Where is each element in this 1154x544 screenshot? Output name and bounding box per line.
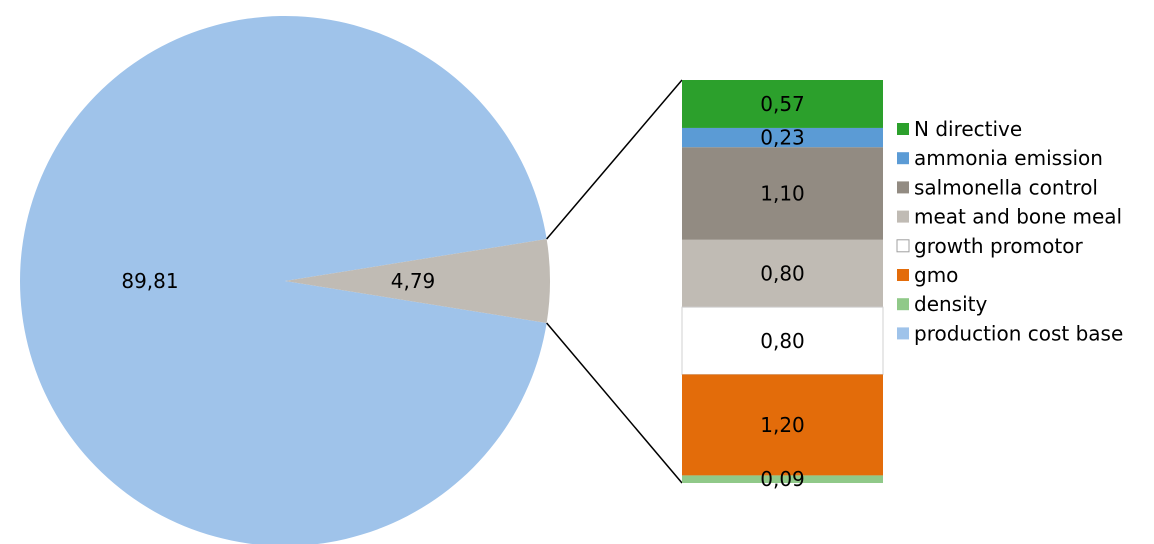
bar-label-growth-promotor: 0,80 [760,329,805,353]
bar-segment-meat-and-bone-meal [682,239,883,308]
legend-swatch-meat-and-bone-meal [897,210,909,223]
legend-label-salmonella-control: salmonella control [914,175,1098,199]
bar-label-meat-and-bone-meal: 0,80 [760,262,805,286]
bar-segment-ammonia-emission [682,127,883,148]
legend-label-meat-and-bone-meal: meat and bone meal [914,205,1122,229]
bar-label-salmonella-control: 1,10 [760,182,805,206]
bar-label-ammonia-emission: 0,23 [760,126,805,150]
pie-group: 89,81 4,79 [20,16,551,544]
legend-swatch-density [897,298,909,311]
bar-segment-gmo [682,374,883,476]
legend-label-production-cost-base: production cost base [914,321,1123,345]
connector-lines [546,79,683,484]
pie-slice-other [285,239,551,323]
legend-swatch-growth-promotor [896,239,910,253]
bar-segment-density [682,475,883,483]
legend-swatch-ammonia-emission [897,152,909,165]
bar-label-density: 0,09 [760,467,805,491]
pie-label-other: 4,79 [391,269,436,293]
pie-slice-production-cost-base [20,16,547,544]
legend-swatch-production-cost-base [897,327,909,340]
legend: N directive ammonia emission salmonella co… [896,117,1123,345]
legend-swatch-n-directive [897,123,909,135]
pie-label-production-cost-base: 89,81 [121,269,178,293]
legend-label-gmo: gmo [914,263,958,287]
legend-swatch-salmonella-control [897,181,909,194]
stacked-bar: 0,57 0,23 1,10 0,80 0,80 1,20 0,09 [681,80,884,491]
legend-label-ammonia-emission: ammonia emission [914,146,1103,170]
legend-label-n-directive: N directive [914,117,1022,141]
bar-label-gmo: 1,20 [760,413,805,437]
connector-line-bottom [546,322,683,484]
bar-segment-salmonella-control [682,147,883,240]
bar-segment-n-directive [682,80,883,128]
bar-label-n-directive: 0,57 [760,92,805,116]
legend-swatch-gmo [897,269,909,281]
connector-line-top [546,79,683,240]
legend-label-growth-promotor: growth promotor [914,234,1083,258]
legend-label-density: density [914,292,987,316]
